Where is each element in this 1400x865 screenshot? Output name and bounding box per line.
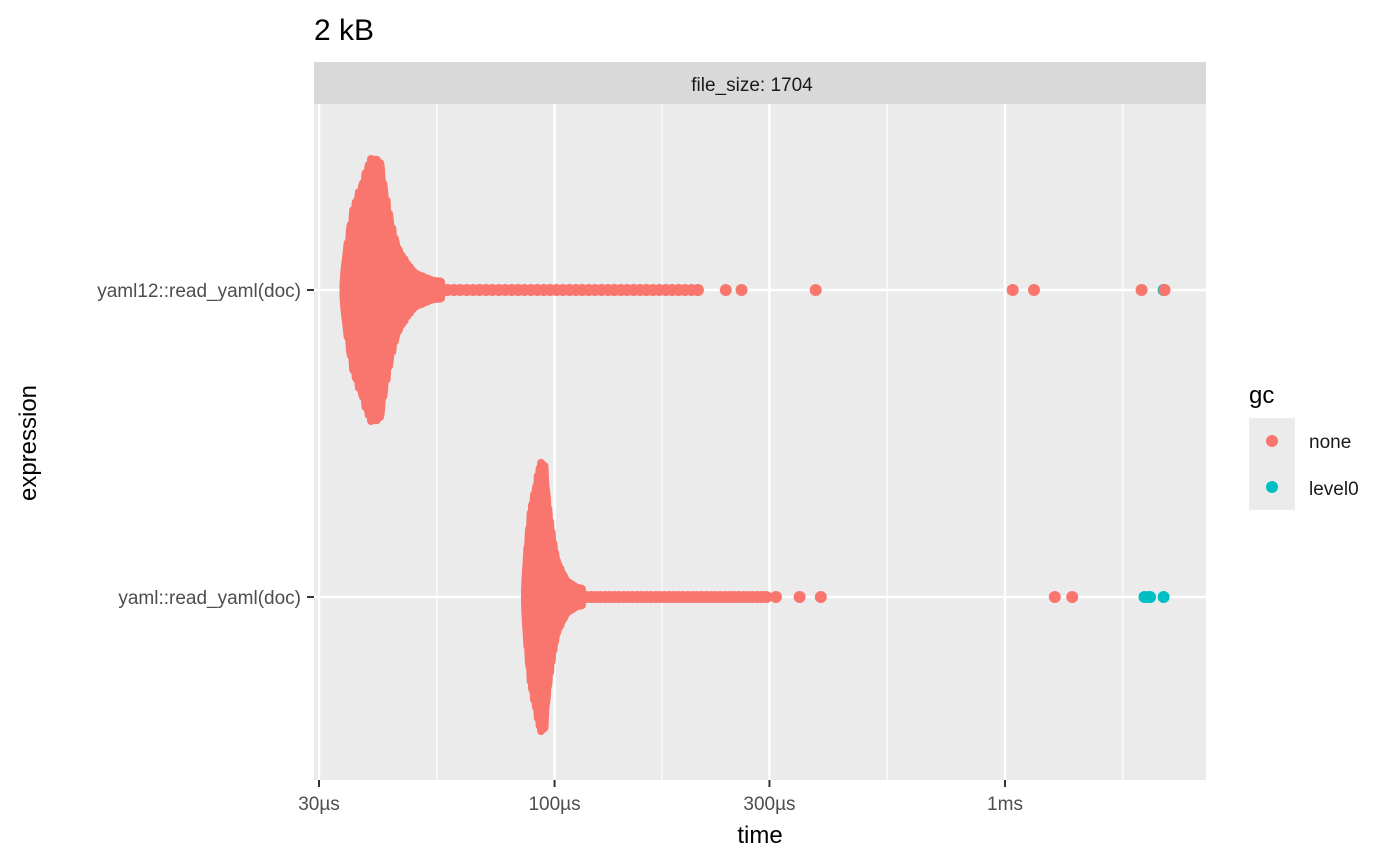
facet-label: file_size: 1704 [691,75,813,96]
data-point [1135,284,1148,296]
legend-title: gc [1249,382,1274,409]
chart-title: 2 kB [314,14,374,47]
y-tick-label: yaml12::read_yaml(doc) [97,281,301,302]
data-point [1006,284,1019,296]
y-tick-label: yaml::read_yaml(doc) [118,588,301,609]
axes: 30µs 100µs 300µs 1ms yaml12::read_yaml(doc)y… [97,281,1023,815]
data-point [814,591,827,603]
data-point [1066,591,1079,603]
facet-strip [314,62,1206,104]
data-point [1157,591,1170,603]
x-tick-label: 300µs [743,794,795,815]
data-point [1048,591,1061,603]
x-axis-title: time [737,822,782,849]
legend-label-none: none [1309,432,1351,453]
swarm-body [521,458,586,736]
data-point [735,284,748,296]
data-point [691,284,704,296]
swarm-body [339,155,446,425]
data-point [719,284,732,296]
legend-dot-level0 [1266,481,1278,493]
plot-panel [314,104,1206,780]
data-point [1158,284,1171,296]
x-tick-label: 1ms [987,794,1023,815]
data-marks [339,155,1171,736]
legend: gc none level0 [1249,382,1359,510]
legend-dot-none [1266,435,1278,447]
data-point [793,591,806,603]
data-point [809,284,822,296]
data-point [769,591,782,603]
data-point [1028,284,1040,296]
y-axis-title: expression [15,385,42,501]
data-point [1144,591,1157,603]
data-point [760,591,773,603]
legend-label-level0: level0 [1309,479,1359,500]
x-tick-label: 30µs [298,794,340,815]
x-tick-label: 100µs [528,794,580,815]
